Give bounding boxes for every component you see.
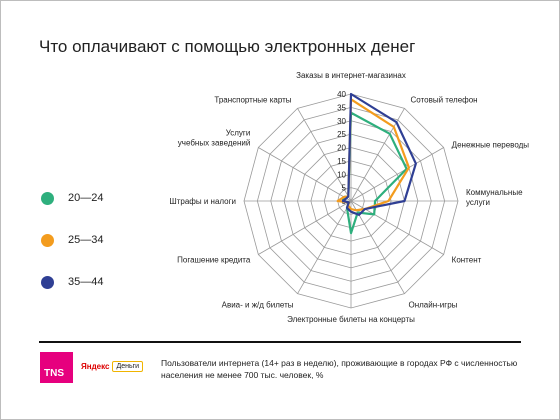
category-label: Заказы в интернет-магазинах (296, 71, 406, 80)
legend-item-20-24: 20—24 (41, 188, 103, 208)
tick-label: 40 (337, 90, 346, 99)
category-label: Онлайн-игры (409, 301, 458, 310)
yandex-money-logo: Яндекс Деньги (81, 359, 144, 373)
category-label: Денежные переводы (452, 141, 530, 150)
category-label: Услуги учебных заведений (178, 129, 251, 148)
category-label: Авиа- и ж/д билеты (222, 301, 294, 310)
tick-label: 20 (337, 144, 346, 153)
legend-dot-35-44 (41, 275, 54, 289)
legend-dot-25-34 (41, 233, 54, 247)
category-label: Контент (452, 256, 482, 265)
footer-divider (39, 341, 521, 343)
legend-dot-20-24 (41, 191, 54, 205)
tick-label: 30 (337, 117, 346, 126)
grid-spoke (258, 200, 352, 255)
grid-spoke (350, 108, 405, 202)
legend-item-25-34: 25—34 (41, 230, 103, 250)
category-label: Транспортные карты (214, 95, 291, 104)
tns-logo: TNS (40, 352, 73, 383)
legend-item-35-44: 35—44 (41, 272, 103, 292)
series-line-0 (341, 111, 408, 235)
category-label: Штрафы и налоги (169, 197, 236, 206)
series-line-1 (336, 98, 411, 212)
grid-spoke (350, 147, 444, 202)
legend-label-20-24: 20—24 (68, 192, 104, 204)
legend-label-25-34: 25—34 (68, 234, 104, 246)
category-label: Электронные билеты на концерты (287, 315, 415, 324)
tick-label: 5 (342, 184, 347, 193)
grid-spoke (350, 200, 444, 255)
series-line-2 (341, 92, 417, 216)
tick-label: 10 (337, 170, 346, 179)
dengi-badge: Деньги (112, 360, 144, 372)
category-label: Коммунальные услуги (466, 188, 523, 207)
grid-spoke (258, 147, 352, 202)
tick-label: 15 (337, 157, 346, 166)
category-label: Сотовый телефон (411, 95, 478, 104)
tick-label: 25 (337, 130, 346, 139)
yandex-word: Яндекс (81, 361, 110, 371)
chart-title: Что оплачивают с помощью электронных ден… (39, 37, 416, 56)
grid-spoke (297, 200, 352, 294)
grid-spoke (297, 108, 352, 202)
grid-spoke (350, 200, 405, 294)
legend-label-35-44: 35—44 (68, 276, 104, 288)
category-label: Погашение кредита (177, 256, 251, 265)
footnote: Пользователи интернета (14+ раз в неделю… (161, 358, 518, 380)
tick-label: 35 (337, 103, 346, 112)
